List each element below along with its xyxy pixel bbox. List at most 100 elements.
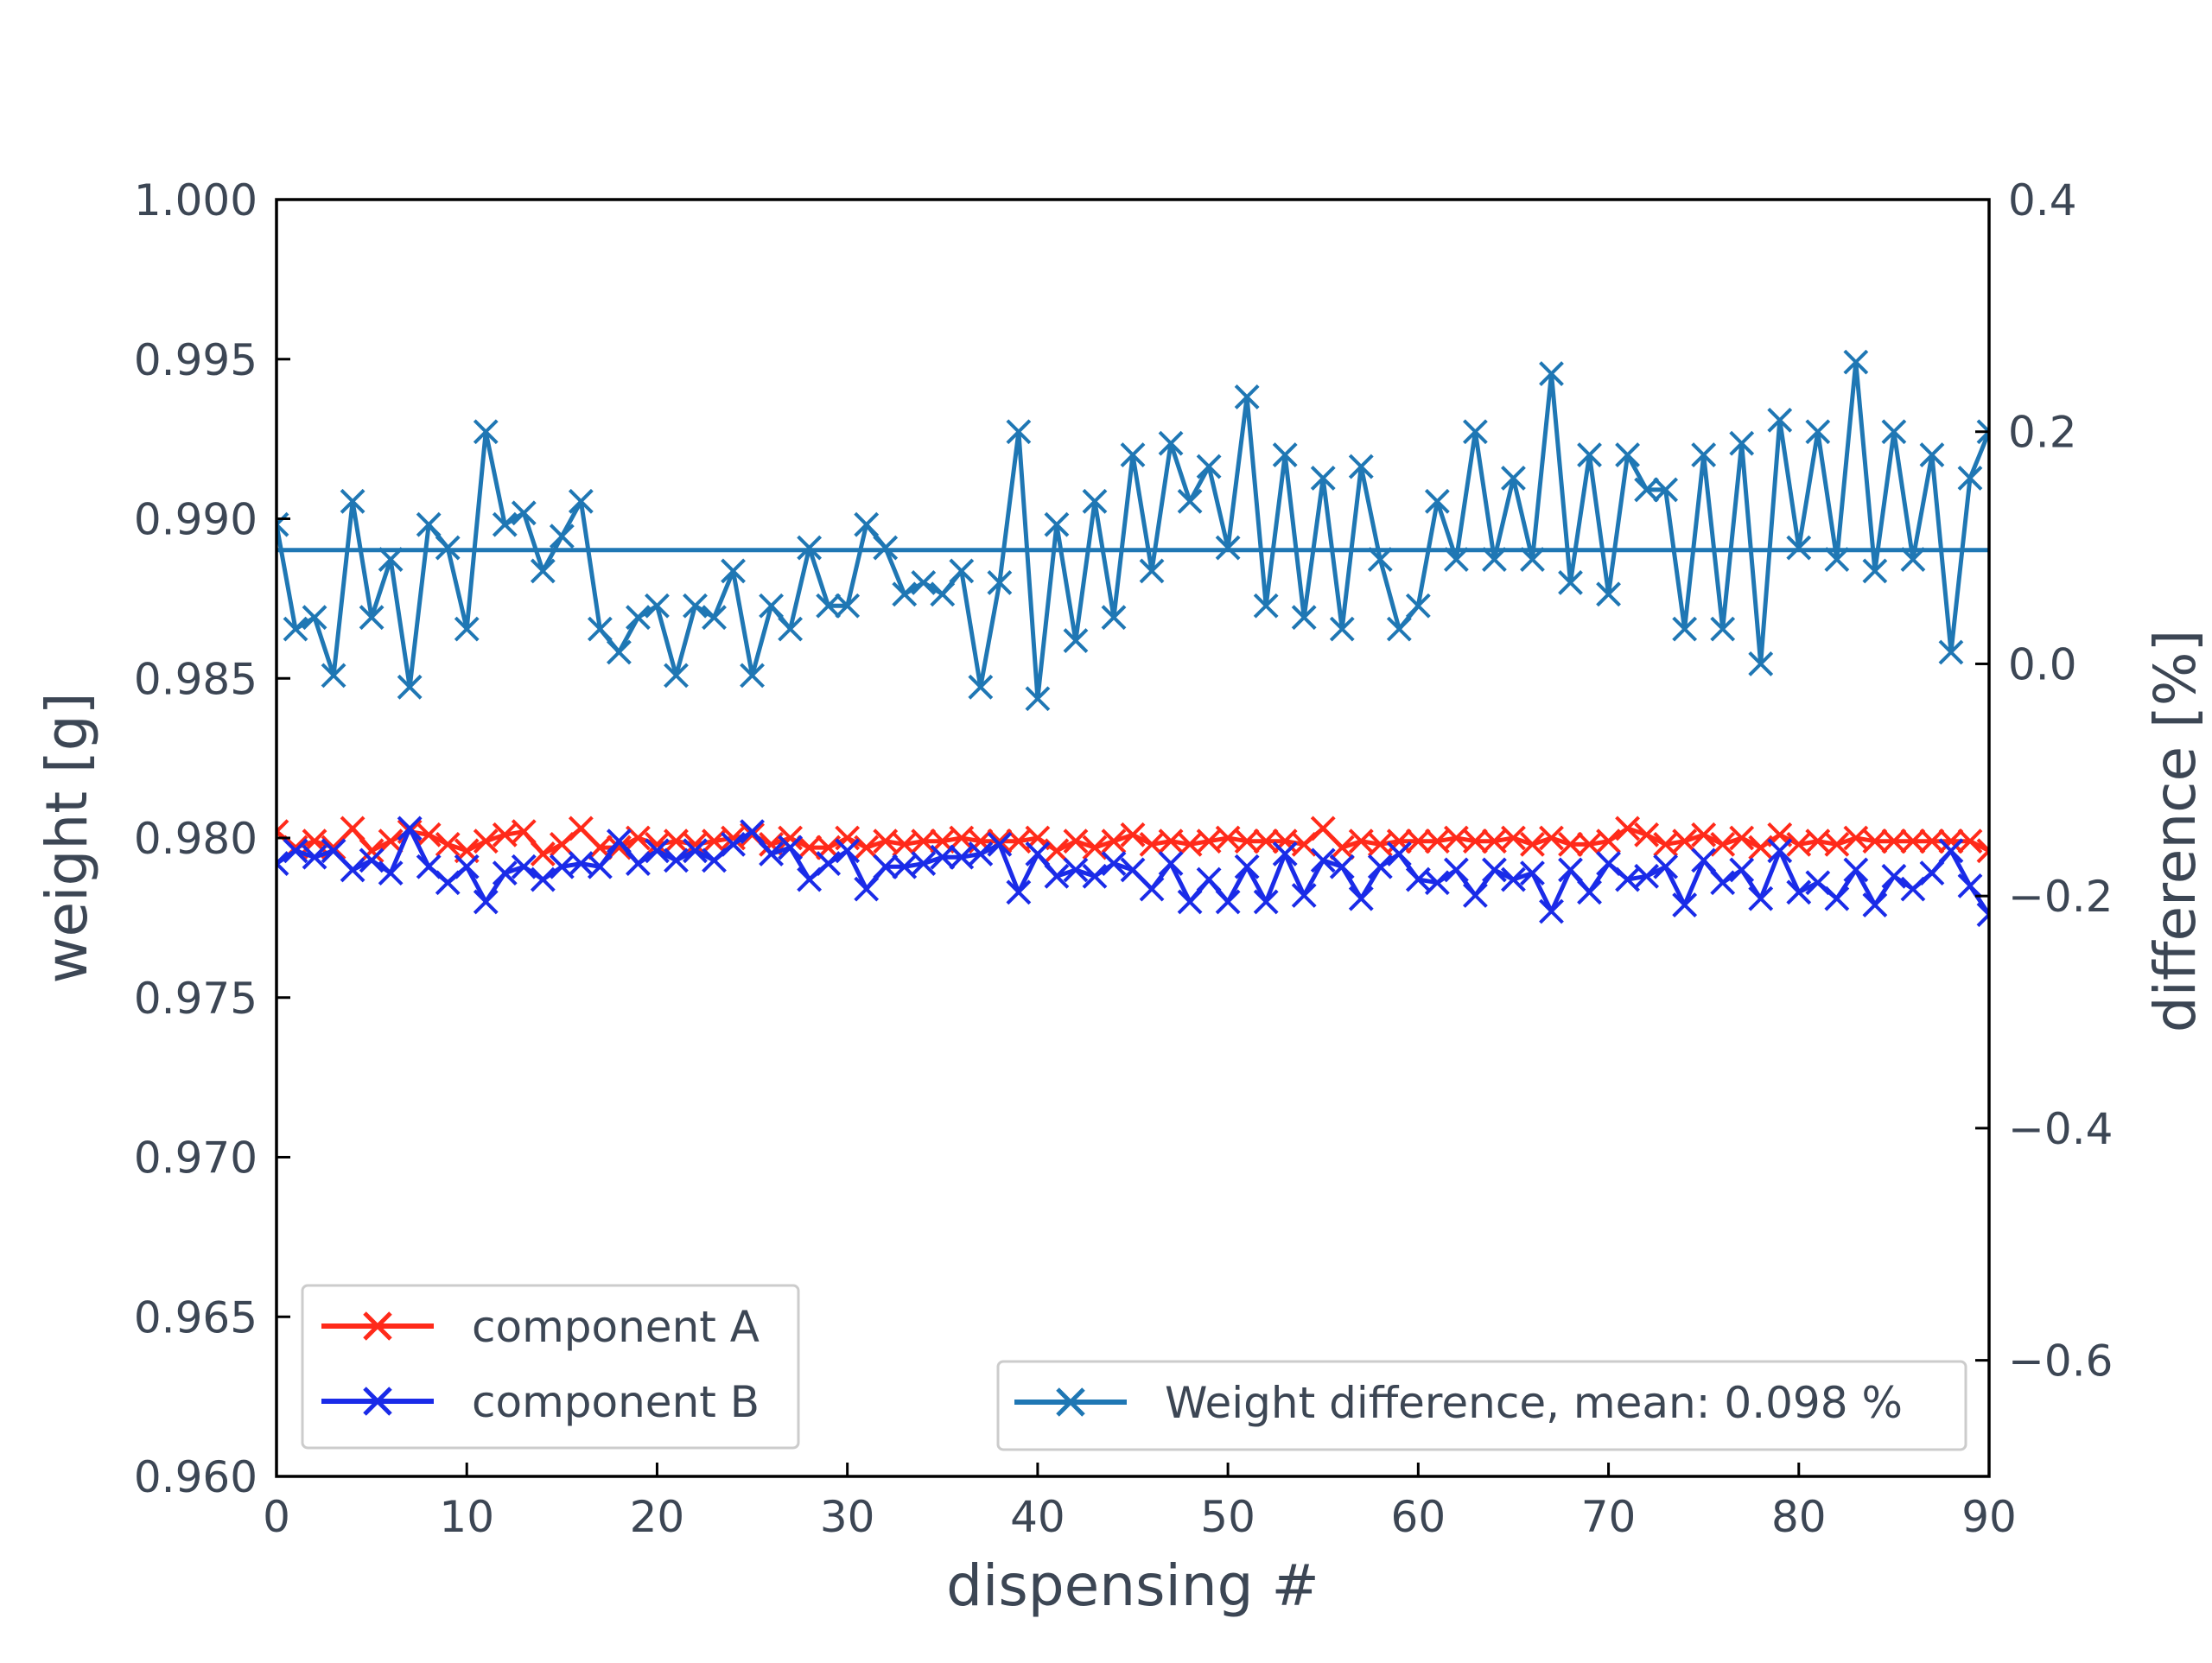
legend-component-b-label: component B xyxy=(472,1377,760,1427)
component-a-point xyxy=(1329,835,1355,860)
component-b-point xyxy=(321,838,346,864)
weight-difference-point xyxy=(1462,419,1488,445)
component-b-point xyxy=(1748,885,1774,911)
series-layer xyxy=(276,349,1989,928)
weight-difference-point xyxy=(854,511,880,537)
component-a-point xyxy=(1291,831,1317,857)
weight-difference-point xyxy=(1443,547,1469,572)
weight-difference-point xyxy=(1653,477,1679,503)
y-left-tick-label: 0.970 xyxy=(134,1133,257,1184)
component-b-point xyxy=(797,866,823,892)
component-a-point xyxy=(1634,822,1660,847)
weight-difference-point xyxy=(968,674,994,700)
weight-difference-point xyxy=(340,488,365,514)
component-b-point xyxy=(911,851,937,876)
weight-difference-point xyxy=(1101,605,1127,631)
weight-difference-point xyxy=(1120,442,1146,468)
legend-components: component A component B xyxy=(301,1284,800,1450)
weight-difference-point xyxy=(949,558,975,584)
y-right-tick-label: 0.0 xyxy=(2008,639,2077,689)
component-a-point xyxy=(1520,831,1545,857)
weight-difference-point xyxy=(683,593,708,619)
x-tick-label: 50 xyxy=(1200,1492,1255,1542)
component-b-point xyxy=(1900,876,1926,902)
component-b-point xyxy=(1082,863,1108,889)
legend-component-a-marker xyxy=(363,1311,392,1341)
component-b-point xyxy=(626,851,651,876)
y-left-tick-label: 0.960 xyxy=(134,1452,257,1502)
weight-difference-point xyxy=(721,558,746,584)
component-b-point xyxy=(435,870,461,896)
weight-difference-point xyxy=(587,616,613,642)
component-b-point xyxy=(1348,885,1374,911)
weight-difference-point xyxy=(1729,430,1755,456)
component-a-point xyxy=(340,816,365,841)
weight-difference-point xyxy=(759,593,784,619)
weight-difference-point xyxy=(645,593,670,619)
weight-difference-point xyxy=(1329,616,1355,642)
weight-difference-point xyxy=(1006,419,1032,445)
weight-difference-point xyxy=(1881,419,1907,445)
component-a-point xyxy=(1501,825,1526,851)
weight-difference-point xyxy=(359,605,385,631)
weight-difference-point xyxy=(1843,349,1869,375)
component-b-point xyxy=(606,828,632,854)
weight-difference-point xyxy=(378,547,404,572)
component-b-point xyxy=(283,838,308,864)
y-right-axis-label: difference [%] xyxy=(2142,630,2209,1033)
component-b-point xyxy=(397,816,423,841)
weight-difference-point xyxy=(1976,419,1989,445)
component-a-point xyxy=(1729,825,1755,851)
component-b-point xyxy=(1177,889,1203,915)
legend-component-a-label: component A xyxy=(472,1302,760,1352)
weight-difference-point xyxy=(740,663,765,689)
weight-difference-point xyxy=(1139,558,1165,584)
y-right-tick-label: −0.4 xyxy=(2008,1104,2113,1154)
component-a-point xyxy=(606,835,632,860)
component-b-point xyxy=(1520,860,1545,886)
component-a-point xyxy=(1310,816,1336,841)
component-b-point xyxy=(1367,854,1393,879)
x-tick-label: 0 xyxy=(263,1492,290,1542)
component-b-point xyxy=(1158,851,1184,876)
component-b-point xyxy=(930,844,956,870)
weight-difference-point xyxy=(1900,547,1926,572)
component-a-point xyxy=(1900,828,1926,854)
component-b-point xyxy=(1919,860,1945,886)
weight-difference-point xyxy=(1177,488,1203,514)
component-b-point xyxy=(968,841,994,866)
weight-difference-point xyxy=(1539,361,1564,386)
component-b-point xyxy=(1253,889,1279,915)
y-left-tick-label: 1.000 xyxy=(134,175,257,225)
component-b-point xyxy=(664,847,689,873)
component-b-point xyxy=(1462,883,1488,908)
weight-difference-point xyxy=(549,524,575,549)
component-b-point xyxy=(1691,847,1717,873)
x-tick-label: 90 xyxy=(1961,1492,2017,1542)
weight-difference-point xyxy=(276,511,289,537)
component-b-point xyxy=(276,851,289,876)
component-b-point xyxy=(1729,857,1755,883)
component-a-point xyxy=(1120,822,1146,847)
x-tick-label: 80 xyxy=(1771,1492,1827,1542)
y-left-tick-label: 0.980 xyxy=(134,814,257,864)
component-a-point xyxy=(359,838,385,864)
component-b-point xyxy=(987,831,1013,857)
weight-difference-point xyxy=(1253,593,1279,619)
component-b-point xyxy=(1063,857,1089,883)
component-b-point xyxy=(1596,851,1621,876)
weight-difference-point xyxy=(1234,384,1260,409)
component-b-point xyxy=(1881,863,1907,889)
component-b-point xyxy=(416,854,442,879)
component-b-point xyxy=(1101,851,1127,876)
weight-difference-point xyxy=(1310,466,1336,491)
component-b-point xyxy=(835,838,861,864)
weight-difference-point xyxy=(1272,442,1298,468)
weight-difference-point xyxy=(1424,488,1450,514)
weight-difference-point xyxy=(1558,569,1583,595)
weight-difference-point xyxy=(1196,454,1222,479)
weight-difference-point xyxy=(778,616,804,642)
component-a-point xyxy=(778,825,804,851)
component-a-point xyxy=(1082,835,1108,860)
component-a-point xyxy=(797,835,823,860)
